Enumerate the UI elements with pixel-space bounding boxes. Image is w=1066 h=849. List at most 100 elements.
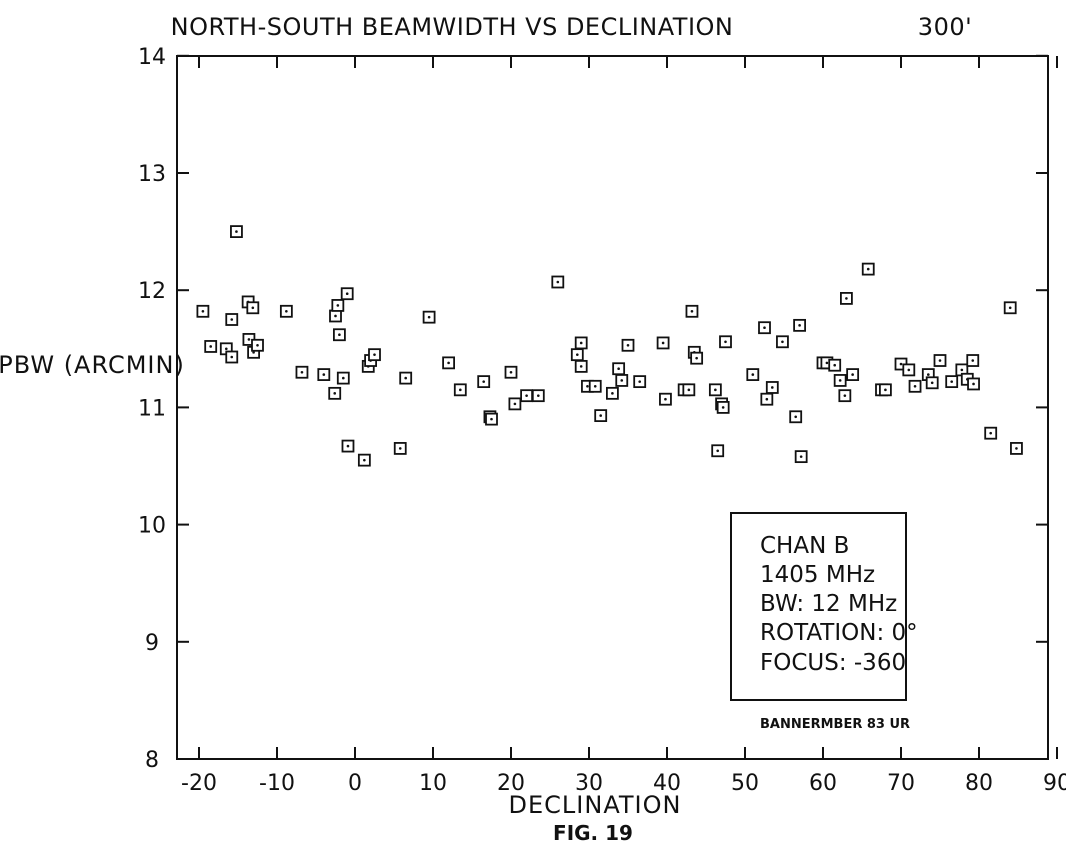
data-point: [682, 383, 696, 397]
data-point: [793, 318, 806, 332]
data-point: [331, 299, 345, 312]
data-point: [615, 374, 629, 387]
figure-label: FIG. 19: [553, 821, 633, 845]
data-point: [520, 389, 533, 403]
data-point: [966, 354, 980, 367]
x-tick-label: 30: [575, 771, 603, 796]
data-point: [794, 450, 808, 464]
data-point: [251, 338, 264, 352]
y-tick-label: 12: [138, 279, 166, 304]
data-point: [925, 376, 939, 390]
data-point: [1003, 301, 1017, 315]
data-point: [368, 348, 381, 362]
x-tick-label: 10: [419, 771, 447, 796]
data-point: [711, 444, 725, 458]
data-point: [833, 374, 847, 387]
data-point: [336, 371, 350, 385]
data-point: [588, 379, 602, 393]
data-point: [341, 439, 355, 453]
data-point: [612, 362, 626, 376]
x-tick-label: 80: [965, 771, 993, 796]
data-point: [317, 368, 331, 381]
data-point: [485, 412, 498, 426]
x-axis-label: DECLINATION: [509, 791, 682, 819]
data-point: [246, 301, 260, 315]
chart-title: NORTH-SOUTH BEAMWIDTH VS DECLINATION: [171, 13, 734, 41]
data-point: [340, 287, 354, 301]
data-point: [329, 309, 342, 323]
data-point: [621, 338, 635, 352]
data-point: [393, 442, 407, 455]
y-tick-label: 9: [145, 631, 159, 656]
data-point: [984, 426, 998, 440]
data-point: [633, 375, 647, 389]
data-point: [1010, 442, 1023, 455]
data-point: [776, 335, 789, 349]
data-point: [442, 356, 456, 370]
data-points: [196, 225, 1023, 467]
data-point: [504, 365, 518, 379]
x-tick-label: 90: [1043, 771, 1066, 796]
data-point: [840, 292, 853, 305]
y-tick-label: 14: [138, 45, 166, 70]
data-point: [225, 350, 239, 364]
x-tick-label: 40: [653, 771, 681, 796]
data-point: [606, 386, 619, 400]
data-point: [357, 453, 371, 467]
box-line-focus: FOCUS: -360: [760, 650, 906, 676]
y-axis-label: HPBW (ARCMIN): [0, 351, 185, 379]
data-point: [967, 377, 980, 391]
data-point: [295, 365, 309, 379]
corner-note: 300': [918, 13, 972, 41]
x-tick-label: 50: [731, 771, 759, 796]
y-tick-label: 11: [138, 396, 166, 421]
data-point: [716, 400, 730, 414]
parameters-box-frame: [730, 512, 907, 701]
data-point: [902, 363, 916, 377]
box-line-channel: CHAN B: [760, 533, 849, 559]
data-point: [690, 351, 704, 365]
y-ticks: 8 9 10 11 12 13 14: [138, 45, 1048, 773]
box-line-rotation: ROTATION: 0°: [760, 620, 918, 646]
data-point: [789, 410, 803, 424]
data-point: [399, 371, 413, 385]
data-point: [531, 389, 545, 403]
x-ticks: -20 -10 0 10 20 30 40 50 60 70 80 90: [181, 56, 1066, 796]
data-point: [708, 383, 722, 397]
data-point: [328, 386, 342, 400]
data-point: [279, 304, 293, 318]
data-point: [861, 262, 875, 276]
data-point: [879, 383, 892, 397]
data-point: [204, 340, 218, 353]
data-point: [570, 348, 584, 362]
data-point: [230, 225, 243, 239]
data-point: [908, 379, 922, 393]
x-tick-label: 60: [809, 771, 837, 796]
data-point: [765, 381, 779, 394]
data-point: [760, 392, 774, 406]
data-point: [225, 313, 239, 326]
data-point: [828, 358, 842, 372]
data-point: [422, 310, 436, 324]
parameters-box: CHAN B 1405 MHz BW: 12 MHz ROTATION: 0° …: [730, 512, 918, 701]
box-line-bandwidth: BW: 12 MHz: [760, 591, 897, 617]
data-point: [574, 336, 588, 350]
data-point: [477, 375, 491, 389]
data-point: [758, 321, 771, 335]
y-tick-label: 8: [145, 748, 159, 773]
data-point: [551, 275, 565, 289]
data-point: [659, 392, 672, 406]
box-line-frequency: 1405 MHz: [760, 562, 875, 588]
data-point: [746, 368, 760, 381]
data-point: [594, 409, 608, 423]
data-point: [933, 354, 947, 367]
data-point: [508, 397, 522, 411]
data-point: [656, 336, 670, 350]
x-tick-label: 0: [348, 771, 362, 796]
y-tick-label: 10: [138, 514, 166, 539]
x-tick-label: 20: [497, 771, 525, 796]
data-point: [945, 375, 959, 389]
data-point: [332, 328, 346, 342]
data-point: [196, 304, 210, 318]
y-tick-label: 13: [138, 162, 166, 187]
